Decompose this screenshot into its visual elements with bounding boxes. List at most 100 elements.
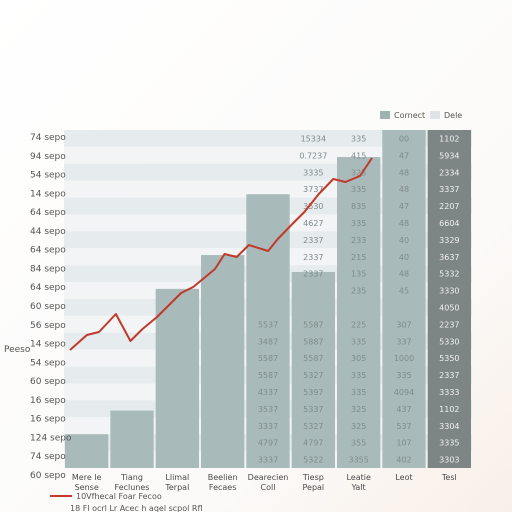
cell-value: 48 — [399, 270, 409, 279]
cell-values: 15334 335 00 1102 0.7237 415 47 5934 3335 325 48 23… — [258, 134, 460, 464]
y-axis-ticks: 74 sepo 94 sepo 54 sepo 14 sepo 64 sepo 44 se… — [30, 133, 72, 481]
cell-value: 307 — [396, 320, 411, 329]
cell-value: 335 — [396, 371, 411, 380]
cell-value: 235 — [351, 287, 366, 296]
bar — [246, 194, 290, 468]
cell-value: 40 — [399, 236, 409, 245]
cell-value: 4337 — [258, 388, 278, 397]
cell-value: 47 — [399, 151, 409, 160]
bar — [65, 434, 109, 468]
cell-value: 335 — [351, 219, 366, 228]
cell-value: 4797 — [258, 439, 278, 448]
cell-value: 6604 — [439, 219, 459, 228]
cell-value: 3737 — [303, 185, 323, 194]
bar — [337, 157, 381, 469]
cell-value: 5887 — [303, 337, 323, 346]
cell-value: 45 — [399, 287, 409, 296]
legend-line-label: 10Vfhecal Foar Fecoo — [76, 492, 162, 501]
cell-value: 48 — [399, 219, 409, 228]
cell-value: 325 — [351, 422, 366, 431]
cell-value: 3335 — [303, 168, 323, 177]
cell-value: 5322 — [303, 456, 323, 465]
cell-value: 3637 — [439, 253, 459, 262]
cell-value: 40 — [399, 253, 409, 262]
cell-value: 0.7237 — [299, 151, 327, 160]
x-tick-label: Dearecien Coll — [248, 473, 289, 492]
cell-value: 355 — [351, 439, 366, 448]
cell-value: 402 — [396, 456, 411, 465]
y-tick-label: 74 sepo — [30, 133, 66, 143]
cell-value: 5337 — [303, 405, 323, 414]
x-tick-label: Beelien Fecaes — [208, 473, 238, 492]
cell-value: 5587 — [258, 354, 278, 363]
x-tick-label: Tesl — [441, 473, 457, 482]
cell-value: 335 — [351, 185, 366, 194]
y-tick-label: 64 sepo — [30, 246, 66, 256]
cell-value: 5330 — [439, 337, 459, 346]
bar — [110, 410, 154, 468]
cell-value: 4094 — [394, 388, 414, 397]
cell-value: 5537 — [258, 320, 278, 329]
cell-value: 3335 — [439, 439, 459, 448]
y-tick-label: 64 sepo — [30, 283, 66, 293]
cell-value: 3330 — [439, 287, 459, 296]
cell-value: 48 — [399, 168, 409, 177]
y-tick-label: 44 sepo — [30, 227, 66, 237]
y-tick-label: 84 sepo — [30, 264, 66, 274]
y-tick-label: 16 sepo — [30, 415, 66, 425]
cell-value: 335 — [351, 337, 366, 346]
cell-value: 5327 — [303, 422, 323, 431]
cell-value: 1102 — [439, 134, 459, 143]
cell-value: 3355 — [348, 456, 368, 465]
cell-value: 337 — [396, 337, 411, 346]
trend-line-group — [69, 157, 373, 351]
cell-value: 5350 — [439, 354, 459, 363]
cell-value: 00 — [399, 134, 409, 143]
cell-value: 107 — [396, 439, 411, 448]
legend-swatch — [380, 111, 390, 119]
cell-value: 3304 — [439, 422, 459, 431]
y-axis-label: Peeso — [4, 345, 31, 355]
cell-value: 5587 — [258, 371, 278, 380]
legend-label: Dele — [444, 111, 462, 120]
y-tick-label: 74 sepo — [30, 452, 66, 462]
y-tick-label: 64 sepo — [30, 208, 66, 218]
legend: Cornect Dele 10Vfhecal Foar Fecoo 18 Fl ocr… — [50, 111, 462, 512]
bars — [65, 130, 471, 469]
bar — [291, 271, 335, 468]
cell-value: 835 — [351, 202, 366, 211]
trend-line — [69, 157, 373, 351]
x-tick-label: Leot — [395, 473, 412, 482]
y-tick-label: 60 sepo — [30, 377, 66, 387]
y-tick-label: 60 sepo — [30, 471, 66, 481]
cell-value: 3337 — [258, 422, 278, 431]
cell-value: 3333 — [439, 388, 459, 397]
legend-swatch — [430, 111, 440, 119]
cell-value: 3303 — [439, 456, 459, 465]
cell-value: 2207 — [439, 202, 459, 211]
cell-value: 135 — [351, 270, 366, 279]
y-tick-label: 54 sepo — [30, 171, 66, 181]
cell-value: 3487 — [258, 337, 278, 346]
cell-value: 5587 — [303, 320, 323, 329]
cell-value: 4050 — [439, 303, 459, 312]
x-tick-label: Tiang Feclunes — [115, 473, 150, 492]
cell-value: 225 — [351, 320, 366, 329]
cell-value: 1000 — [394, 354, 414, 363]
y-tick-label: 56 sepo — [30, 321, 66, 331]
cell-value: 2337 — [303, 236, 323, 245]
cell-value: 415 — [351, 151, 366, 160]
cell-value: 5397 — [303, 388, 323, 397]
cell-value: 335 — [351, 388, 366, 397]
cell-value: 5327 — [303, 371, 323, 380]
bar — [382, 130, 426, 468]
y-tick-label: 14 sepo — [30, 340, 66, 350]
cell-value: 325 — [351, 168, 366, 177]
y-tick-label: 16 sepo — [30, 396, 66, 406]
cell-value: 4627 — [303, 219, 323, 228]
cell-value: 47 — [399, 202, 409, 211]
cell-value: 4797 — [303, 439, 323, 448]
cell-value: 48 — [399, 185, 409, 194]
cell-value: 305 — [351, 354, 366, 363]
